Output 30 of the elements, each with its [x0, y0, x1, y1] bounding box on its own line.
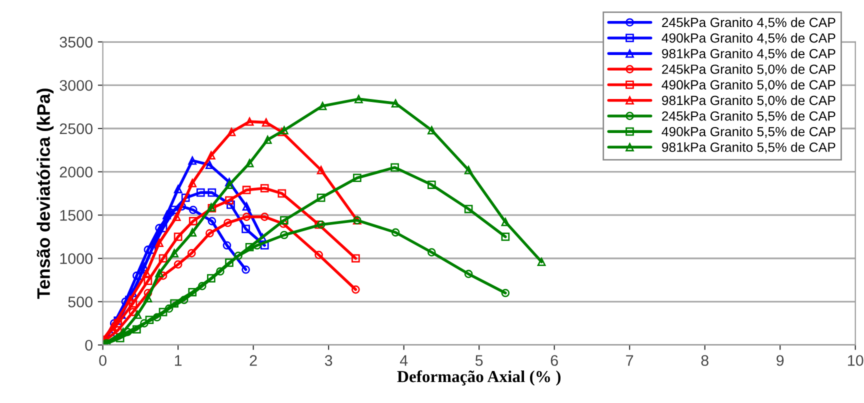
- x-tick-label: 8: [701, 355, 708, 366]
- legend-label: 245kPa Granito 5,0% de CAP: [662, 64, 836, 76]
- legend-label: 490kPa Granito 5,0% de CAP: [662, 80, 836, 92]
- x-tick-label: 2: [250, 355, 257, 366]
- x-tick-label: 10: [848, 355, 864, 366]
- y-tick-label: 1500: [60, 210, 92, 221]
- legend-label: 490kPa Granito 4,5% de CAP: [662, 33, 836, 44]
- y-tick-label: 2500: [60, 123, 92, 134]
- x-axis-title: Deformação Axial (% ): [397, 370, 561, 386]
- legend-label: 981kPa Granito 5,5% de CAP: [662, 142, 836, 154]
- x-tick-label: 6: [550, 355, 558, 366]
- y-tick-label: 3000: [60, 80, 92, 91]
- y-tick-label: 2000: [60, 166, 92, 178]
- y-tick-label: 1000: [60, 253, 92, 264]
- x-tick-label: 7: [626, 355, 634, 366]
- x-tick-label: 3: [324, 355, 332, 366]
- legend-label: 245kPa Granito 4,5% de CAP: [662, 17, 836, 29]
- legend-label: 981kPa Granito 4,5% de CAP: [662, 48, 836, 60]
- x-tick-label: 1: [174, 355, 182, 366]
- x-tick-label: 9: [776, 355, 784, 366]
- legend-label: 245kPa Granito 5,5% de CAP: [662, 111, 836, 122]
- y-axis-title: Tensão deviatórica (kPa): [36, 88, 54, 299]
- x-tick-label: 4: [400, 355, 408, 366]
- y-tick-label: 0: [85, 340, 92, 351]
- x-tick-label: 5: [475, 355, 483, 366]
- x-tick-label: 0: [99, 355, 106, 366]
- legend-label: 981kPa Granito 5,0% de CAP: [662, 95, 836, 107]
- y-tick-label: 3500: [60, 36, 92, 48]
- y-tick-label: 500: [68, 296, 92, 308]
- legend-label: 490kPa Granito 5,5% de CAP: [662, 126, 836, 138]
